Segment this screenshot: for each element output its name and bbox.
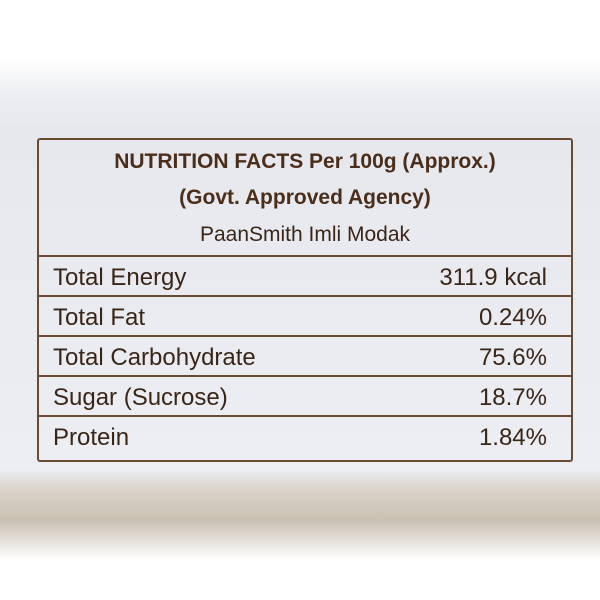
nutrient-name: Total Fat [53,304,146,331]
table-row: Total Energy 311.9 kcal [39,255,571,295]
table-row: Total Carbohydrate 75.6% [39,335,571,375]
nutrient-value: 75.6% [478,344,547,371]
nutrient-name: Total Energy [53,264,187,291]
subtitle: (Govt. Approved Agency) [179,186,431,209]
table-row: Total Fat 0.24% [39,295,571,335]
table-row: Sugar (Sucrose) 18.7% [39,375,571,415]
nutrient-value: 311.9 kcal [439,264,547,291]
nutrient-name: Sugar (Sucrose) [53,384,228,411]
nutrient-value: 1.84% [478,424,547,451]
title: NUTRITION FACTS Per 100g (Approx.) [114,150,496,173]
product-name: PaanSmith Imli Modak [199,223,411,246]
nutrition-label: NUTRITION FACTS Per 100g (Approx.) (Govt… [37,138,573,462]
nutrient-value: 18.7% [478,384,547,411]
nutrient-name: Total Carbohydrate [53,344,256,371]
table-row: Protein 1.84% [39,415,571,455]
nutrition-table: Total Energy 311.9 kcal Total Fat 0.24% Tota… [39,255,571,455]
nutrient-value: 0.24% [478,304,547,331]
nutrient-name: Protein [53,424,130,451]
